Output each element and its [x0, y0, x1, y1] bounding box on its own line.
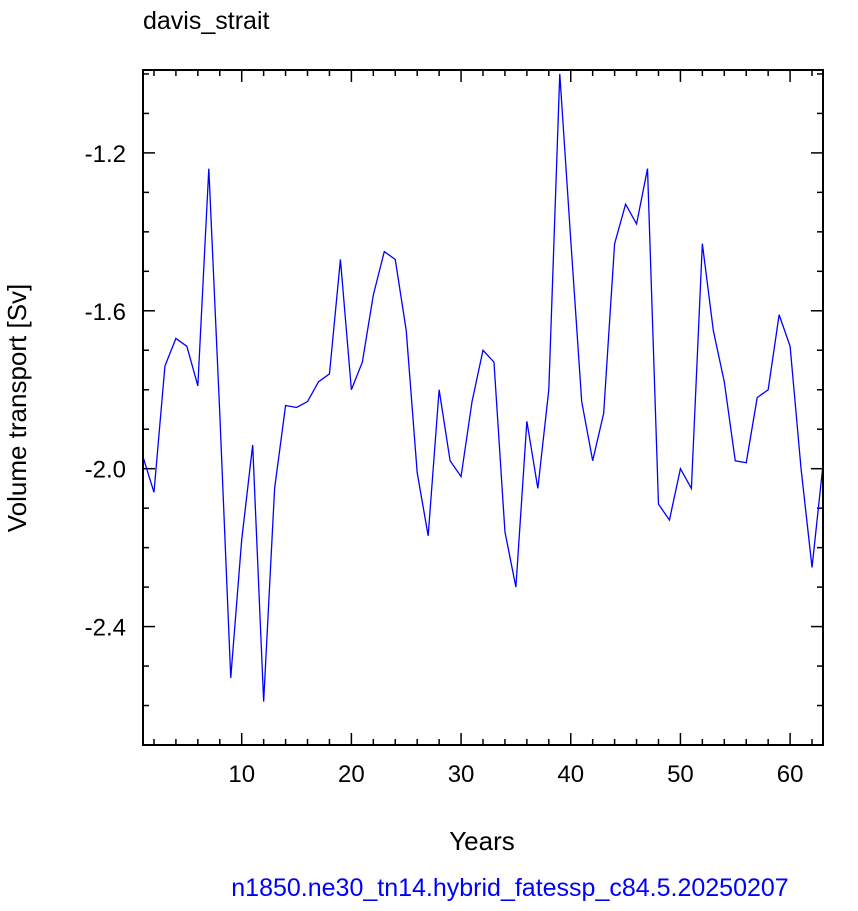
plot-frame	[142, 69, 824, 746]
x-tick-label: 20	[338, 761, 365, 788]
y-tick-label: -1.2	[85, 141, 126, 168]
chart-title: davis_strait	[143, 7, 269, 35]
x-axis-label: Years	[449, 826, 515, 856]
chart-subtitle: n1850.ne30_tn14.hybrid_fatessp_c84.5.202…	[231, 874, 788, 902]
x-tick-label: 30	[448, 761, 475, 788]
y-tick-labels: -1.2 -1.6 -2.0 -2.4	[85, 141, 126, 642]
y-axis-label: Volume transport [Sv]	[2, 284, 32, 533]
x-tick-label: 40	[557, 761, 584, 788]
x-tick-label: 60	[777, 761, 804, 788]
y-tick-label: -1.6	[85, 299, 126, 326]
series-line	[142, 73, 824, 702]
axis-ticks	[143, 70, 823, 746]
x-tick-label: 10	[228, 761, 255, 788]
y-tick-label: -2.0	[85, 457, 126, 484]
y-tick-label: -2.4	[85, 615, 126, 642]
x-tick-label: 50	[667, 761, 694, 788]
x-tick-labels: 10 20 30 40 50 60	[228, 761, 803, 788]
